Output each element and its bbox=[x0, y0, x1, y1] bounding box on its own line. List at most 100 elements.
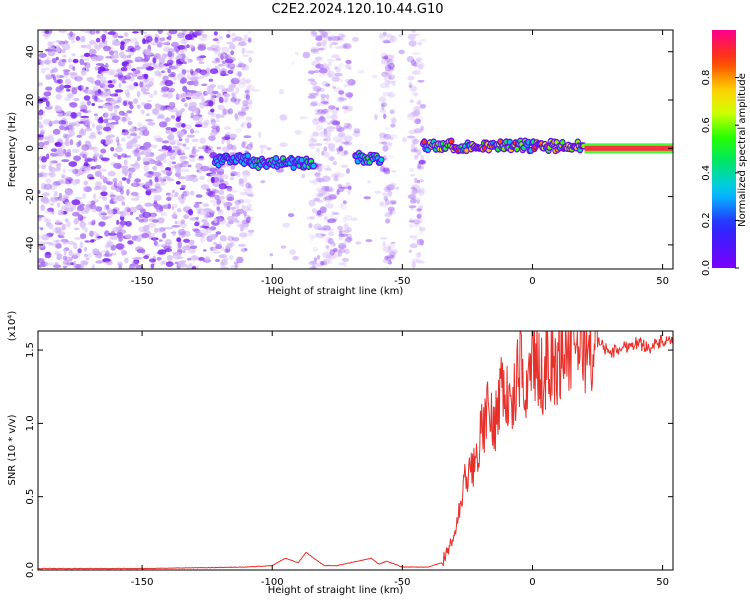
noise-blob bbox=[391, 170, 397, 173]
noise-blob bbox=[326, 220, 331, 224]
noise-blob bbox=[77, 248, 82, 254]
noise-blob bbox=[42, 192, 50, 197]
noise-blob bbox=[191, 266, 197, 269]
noise-blob bbox=[308, 92, 318, 96]
noise-blob bbox=[310, 48, 319, 55]
bottom-y-tick-label: 1.5 bbox=[25, 342, 36, 358]
noise-blob bbox=[341, 33, 347, 38]
noise-blob bbox=[317, 212, 324, 218]
noise-blob bbox=[211, 90, 219, 95]
noise-blob bbox=[344, 141, 353, 146]
noise-blob bbox=[387, 73, 392, 79]
noise-blob bbox=[328, 61, 333, 67]
noise-blob bbox=[121, 153, 128, 158]
noise-blob bbox=[164, 226, 174, 230]
noise-blob bbox=[154, 186, 163, 193]
noise-blob bbox=[93, 95, 98, 102]
noise-blob bbox=[186, 134, 195, 138]
noise-blob bbox=[334, 66, 338, 70]
noise-blob bbox=[143, 81, 151, 88]
noise-blob bbox=[230, 165, 236, 170]
noise-blob bbox=[126, 110, 133, 114]
noise-blob bbox=[145, 119, 154, 122]
noise-blob bbox=[149, 152, 155, 157]
noise-blob bbox=[316, 260, 325, 268]
noise-blob bbox=[143, 73, 149, 80]
noise-blob bbox=[365, 239, 373, 243]
bottom-y-axis-exponent: (x10⁴) bbox=[7, 311, 18, 342]
noise-blob bbox=[327, 143, 336, 150]
noise-blob bbox=[294, 130, 303, 135]
noise-blob bbox=[98, 42, 102, 49]
noise-blob bbox=[345, 59, 352, 65]
noise-blob bbox=[123, 32, 129, 37]
noise-blob bbox=[317, 193, 324, 198]
noise-blob bbox=[383, 133, 392, 140]
noise-blob bbox=[413, 118, 422, 125]
noise-blob bbox=[229, 133, 238, 139]
noise-blob bbox=[200, 236, 206, 243]
noise-blob bbox=[313, 69, 320, 74]
noise-blob bbox=[142, 129, 150, 137]
noise-blob bbox=[49, 160, 54, 166]
noise-blob bbox=[178, 196, 186, 204]
noise-blob bbox=[174, 191, 179, 197]
noise-blob bbox=[247, 194, 255, 198]
noise-blob bbox=[324, 189, 328, 193]
noise-blob bbox=[88, 176, 95, 180]
noise-blob bbox=[146, 99, 152, 103]
signal-blob-core bbox=[449, 138, 454, 144]
noise-blob bbox=[344, 186, 353, 190]
noise-blob bbox=[413, 238, 419, 242]
noise-blob bbox=[168, 101, 176, 107]
noise-blob bbox=[56, 74, 60, 79]
noise-blob bbox=[182, 30, 187, 33]
noise-blob bbox=[380, 237, 388, 240]
noise-blob bbox=[343, 262, 347, 267]
noise-blob bbox=[338, 90, 345, 95]
noise-blob bbox=[220, 264, 226, 267]
noise-blob bbox=[416, 61, 425, 69]
noise-blob bbox=[125, 76, 135, 80]
noise-blob bbox=[39, 171, 45, 178]
noise-blob bbox=[188, 262, 193, 266]
noise-blob bbox=[117, 75, 127, 81]
noise-blob bbox=[179, 187, 186, 190]
noise-blob bbox=[147, 122, 156, 126]
noise-blob bbox=[129, 163, 139, 167]
noise-blob bbox=[82, 192, 87, 199]
noise-blob bbox=[239, 78, 247, 85]
noise-blob bbox=[212, 251, 221, 254]
noise-blob bbox=[107, 80, 113, 84]
noise-blob bbox=[234, 260, 239, 268]
noise-blob bbox=[343, 42, 351, 49]
noise-blob bbox=[72, 254, 77, 260]
noise-blob bbox=[55, 56, 59, 61]
noise-blob bbox=[98, 105, 104, 109]
noise-blob bbox=[55, 226, 59, 234]
noise-blob bbox=[418, 186, 425, 192]
noise-blob bbox=[411, 261, 416, 269]
signal-blob-core bbox=[514, 146, 520, 152]
noise-blob bbox=[240, 224, 249, 230]
noise-blob bbox=[104, 91, 109, 97]
noise-blob bbox=[310, 235, 315, 242]
noise-blob bbox=[135, 205, 144, 209]
noise-blob bbox=[73, 260, 77, 267]
noise-blob bbox=[41, 164, 47, 170]
bottom-x-tick-label: 0 bbox=[529, 577, 535, 588]
noise-blob bbox=[76, 75, 82, 79]
noise-blob bbox=[52, 181, 62, 186]
noise-blob bbox=[126, 91, 131, 99]
noise-blob bbox=[246, 84, 255, 92]
noise-blob bbox=[94, 117, 99, 121]
noise-blob bbox=[91, 103, 95, 106]
noise-blob bbox=[189, 155, 195, 158]
noise-blob bbox=[340, 78, 344, 83]
noise-blob bbox=[76, 171, 81, 177]
noise-blob bbox=[310, 100, 319, 106]
noise-blob bbox=[337, 127, 345, 132]
noise-blob bbox=[154, 70, 161, 76]
noise-blob bbox=[95, 206, 103, 212]
noise-blob bbox=[104, 112, 109, 119]
